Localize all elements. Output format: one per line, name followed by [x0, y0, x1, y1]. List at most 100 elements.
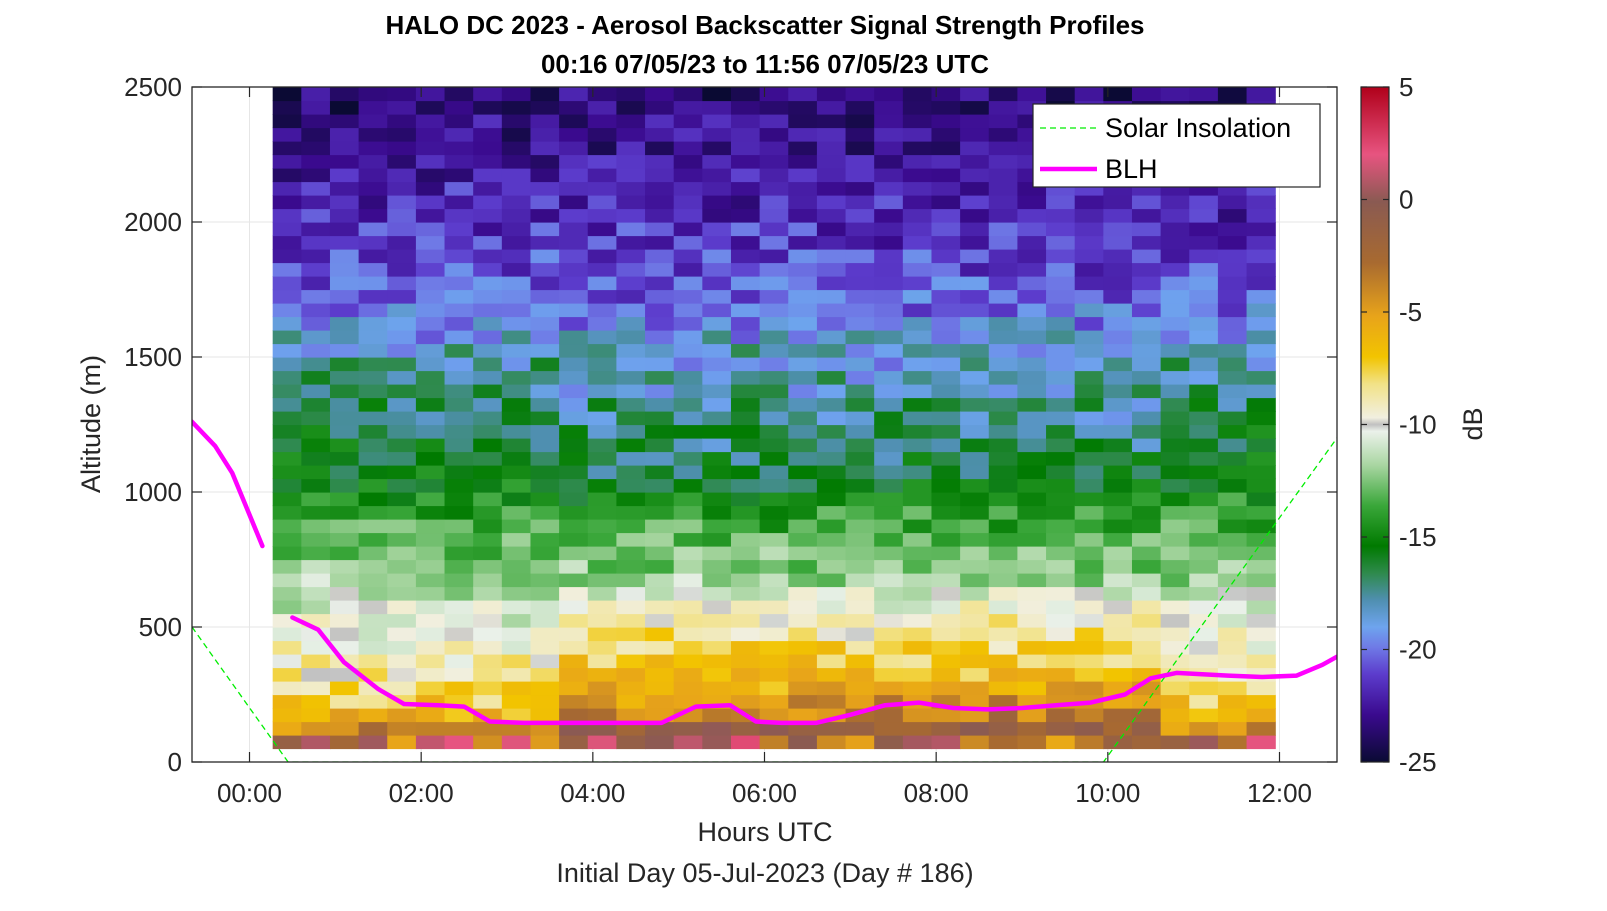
heatmap-cell	[1017, 208, 1047, 223]
heatmap-cell	[358, 289, 388, 304]
heatmap-cell	[1160, 721, 1190, 736]
heatmap-cell	[616, 451, 646, 466]
heatmap-cell	[1074, 735, 1104, 750]
heatmap-cell	[387, 208, 417, 223]
heatmap-cell	[1046, 249, 1076, 264]
heatmap-cell	[530, 208, 560, 223]
heatmap-cell	[1103, 276, 1133, 291]
heatmap-cell	[960, 330, 990, 345]
heatmap-cell	[329, 492, 360, 507]
heatmap-cell	[645, 586, 675, 601]
heatmap-cell	[816, 694, 847, 709]
heatmap-cell	[1246, 681, 1276, 696]
heatmap-cell	[387, 492, 417, 507]
heatmap-cell	[530, 505, 560, 520]
heatmap-cell	[874, 357, 904, 372]
heatmap-cell	[730, 262, 761, 277]
heatmap-cell	[387, 546, 417, 561]
heatmap-cell	[358, 208, 388, 223]
heatmap-cell	[759, 384, 789, 399]
x-tick-label: 08:00	[904, 778, 969, 808]
heatmap-cell	[1017, 397, 1047, 412]
heatmap-cell	[960, 667, 990, 682]
heatmap-cell	[272, 222, 302, 237]
heatmap-cell	[759, 451, 789, 466]
heatmap-cell	[1189, 289, 1219, 304]
heatmap-cell	[1160, 532, 1190, 547]
heatmap-cell	[559, 532, 589, 547]
heatmap-cell	[759, 438, 789, 453]
heatmap-cell	[702, 478, 732, 493]
heatmap-cell	[587, 100, 617, 115]
heatmap-cell	[1046, 532, 1076, 547]
heatmap-cell	[587, 195, 617, 210]
heatmap-cell	[1017, 249, 1047, 264]
heatmap-cell	[272, 640, 302, 655]
heatmap-cell	[988, 451, 1019, 466]
heatmap-cell	[1103, 222, 1133, 237]
heatmap-cell	[559, 114, 589, 129]
heatmap-cell	[816, 532, 847, 547]
heatmap-cell	[645, 384, 675, 399]
heatmap-cell	[444, 735, 474, 750]
heatmap-cell	[358, 127, 388, 142]
heatmap-cell	[1103, 438, 1133, 453]
heatmap-cell	[329, 195, 360, 210]
heatmap-cell	[329, 424, 360, 439]
heatmap-cell	[501, 654, 532, 669]
heatmap-cell	[1217, 546, 1248, 561]
heatmap-cell	[1103, 613, 1133, 628]
heatmap-cell	[988, 532, 1019, 547]
heatmap-cell	[1217, 384, 1248, 399]
heatmap-cell	[1017, 357, 1047, 372]
heatmap-cell	[301, 249, 331, 264]
colorbar-tick-label: -10	[1399, 410, 1437, 440]
heatmap-cell	[501, 195, 532, 210]
heatmap-cell	[730, 573, 761, 588]
heatmap-cell	[730, 384, 761, 399]
heatmap-cell	[473, 505, 503, 520]
heatmap-cell	[530, 640, 560, 655]
heatmap-cell	[759, 735, 789, 750]
heatmap-cell	[788, 222, 818, 237]
heatmap-cell	[301, 289, 331, 304]
heatmap-cell	[1189, 438, 1219, 453]
heatmap-cell	[329, 465, 360, 480]
heatmap-cell	[1246, 208, 1276, 223]
heatmap-cell	[358, 235, 388, 250]
heatmap-cell	[702, 87, 732, 102]
heatmap-cell	[1217, 424, 1248, 439]
heatmap-cell	[1189, 343, 1219, 358]
heatmap-cell	[301, 667, 331, 682]
heatmap-cell	[1074, 640, 1104, 655]
heatmap-cell	[358, 654, 388, 669]
heatmap-cell	[673, 181, 703, 196]
heatmap-cell	[444, 370, 474, 385]
heatmap-cell	[730, 532, 761, 547]
heatmap-cell	[587, 559, 617, 574]
heatmap-cell	[702, 114, 732, 129]
heatmap-cell	[902, 127, 933, 142]
heatmap-cell	[1103, 573, 1133, 588]
heatmap-cell	[816, 613, 847, 628]
heatmap-cell	[616, 397, 646, 412]
heatmap-cell	[730, 87, 761, 102]
heatmap-cell	[874, 127, 904, 142]
heatmap-cell	[559, 640, 589, 655]
heatmap-cell	[301, 168, 331, 183]
heatmap-cell	[902, 87, 933, 102]
heatmap-cell	[988, 600, 1019, 615]
heatmap-cell	[530, 438, 560, 453]
heatmap-cell	[845, 478, 875, 493]
heatmap-cell	[788, 505, 818, 520]
heatmap-cell	[444, 546, 474, 561]
heatmap-cell	[559, 735, 589, 750]
heatmap-cell	[931, 168, 961, 183]
heatmap-cell	[301, 532, 331, 547]
heatmap-cell	[1189, 519, 1219, 534]
heatmap-cell	[1217, 681, 1248, 696]
heatmap-cell	[1103, 262, 1133, 277]
heatmap-cell	[501, 181, 532, 196]
heatmap-cell	[616, 384, 646, 399]
heatmap-cell	[501, 667, 532, 682]
